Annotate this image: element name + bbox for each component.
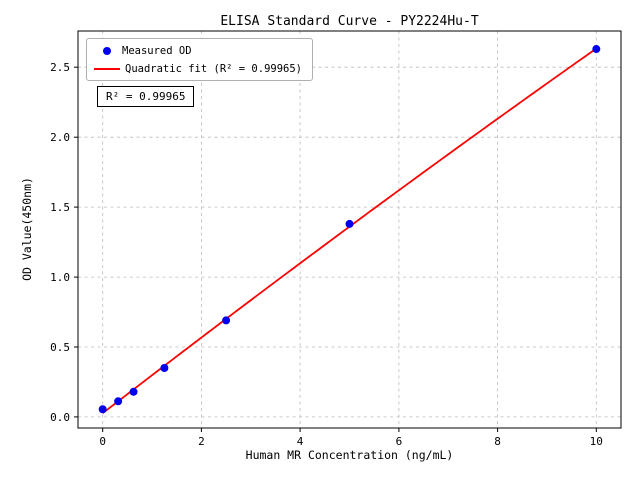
y-tick-label: 1.5 bbox=[50, 201, 70, 214]
x-tick-label: 8 bbox=[494, 435, 501, 448]
chart-title: ELISA Standard Curve - PY2224Hu-T bbox=[220, 14, 479, 29]
y-tick-label: 1.0 bbox=[50, 271, 70, 284]
data-point bbox=[345, 219, 354, 228]
data-point bbox=[129, 387, 138, 396]
x-axis-label: Human MR Concentration (ng/mL) bbox=[245, 448, 454, 462]
data-point bbox=[592, 45, 601, 54]
r-squared-annotation: R² = 0.99965 bbox=[97, 86, 195, 107]
x-tick-label: 0 bbox=[99, 435, 106, 448]
quadratic-fit-marker-icon bbox=[94, 67, 120, 70]
legend-label-quadratic-fit: Quadratic fit (R² = 0.99965) bbox=[125, 62, 303, 75]
data-point bbox=[98, 405, 107, 414]
x-tick-label: 6 bbox=[396, 435, 403, 448]
legend-entry-measured-od: Measured OD bbox=[93, 44, 302, 57]
legend-label-measured-od: Measured OD bbox=[122, 44, 192, 57]
y-tick-label: 2.5 bbox=[50, 61, 70, 74]
measured-od-marker-icon bbox=[103, 46, 111, 55]
y-axis-label: OD Value(450nm) bbox=[20, 177, 34, 281]
x-tick-label: 4 bbox=[297, 435, 304, 448]
x-tick-label: 10 bbox=[590, 435, 603, 448]
y-tick-label: 2.0 bbox=[50, 131, 70, 144]
data-point bbox=[222, 316, 231, 325]
data-point bbox=[160, 363, 169, 372]
plot-border bbox=[77, 30, 622, 429]
y-tick-label: 0.0 bbox=[50, 411, 70, 424]
data-point bbox=[114, 397, 123, 406]
x-tick-label: 2 bbox=[198, 435, 205, 448]
legend: Measured OD Quadratic fit (R² = 0.99965) bbox=[86, 38, 314, 81]
y-tick-label: 0.5 bbox=[50, 341, 70, 354]
legend-entry-quadratic-fit: Quadratic fit (R² = 0.99965) bbox=[93, 62, 302, 75]
